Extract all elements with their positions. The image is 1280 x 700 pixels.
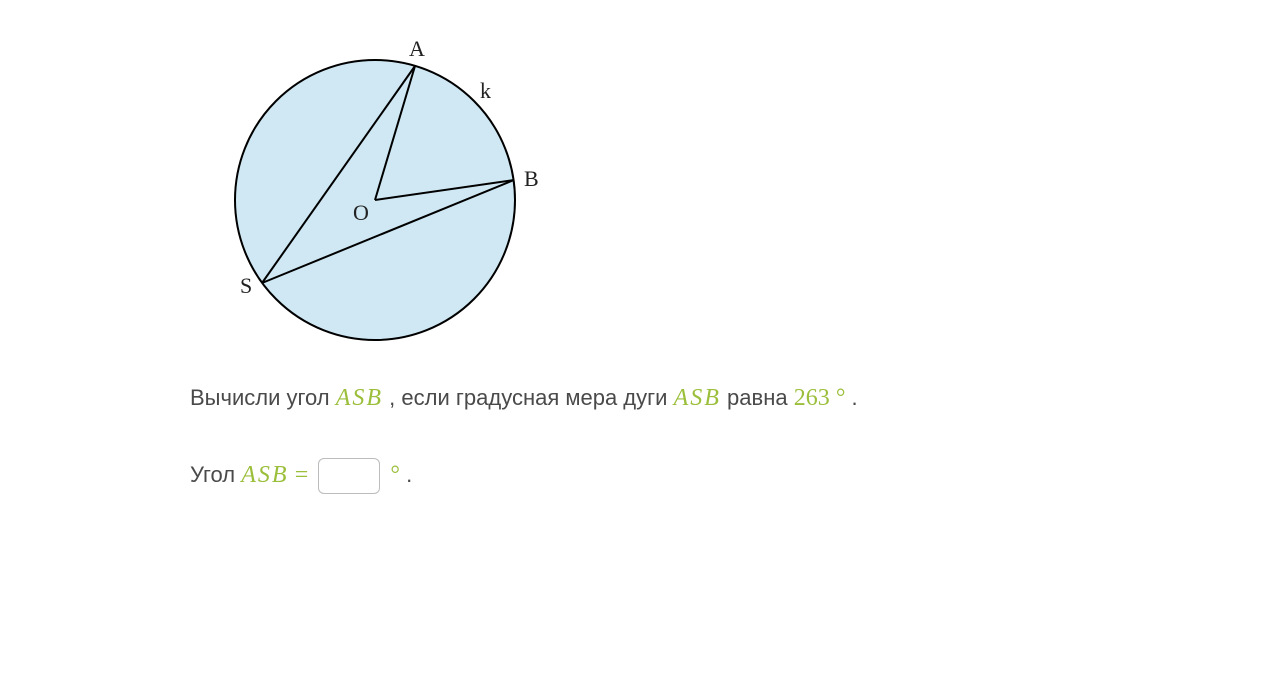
- answer-end: .: [406, 462, 412, 487]
- text-mid: , если градусная мера дуги: [389, 385, 673, 410]
- geometry-diagram: O A B Sk: [190, 30, 560, 370]
- svg-text:k: k: [480, 78, 491, 103]
- text-prefix: Вычисли угол: [190, 385, 336, 410]
- arc-var: ASB: [674, 385, 721, 411]
- problem-statement: Вычисли угол ASB , если градусная мера д…: [190, 385, 858, 412]
- page-container: O A B Sk Вычисли угол ASB , если градусная …: [0, 0, 1280, 700]
- angle-var-2: ASB: [241, 462, 288, 488]
- answer-line: Угол ASB = ° .: [190, 458, 412, 494]
- svg-text:S: S: [240, 273, 252, 298]
- text-after: равна: [727, 385, 794, 410]
- svg-text:B: B: [524, 166, 539, 191]
- answer-prefix: Угол: [190, 462, 241, 487]
- answer-input[interactable]: [318, 458, 380, 494]
- degree-symbol-2: °: [390, 462, 400, 488]
- svg-text:A: A: [409, 36, 425, 61]
- angle-var-1: ASB: [336, 385, 383, 411]
- arc-value: 263: [794, 385, 830, 411]
- text-end: .: [852, 385, 858, 410]
- equals-sign: =: [295, 462, 315, 488]
- diagram-svg: O A B Sk: [190, 30, 560, 370]
- svg-text:O: O: [353, 200, 369, 225]
- degree-symbol-1: °: [836, 385, 846, 411]
